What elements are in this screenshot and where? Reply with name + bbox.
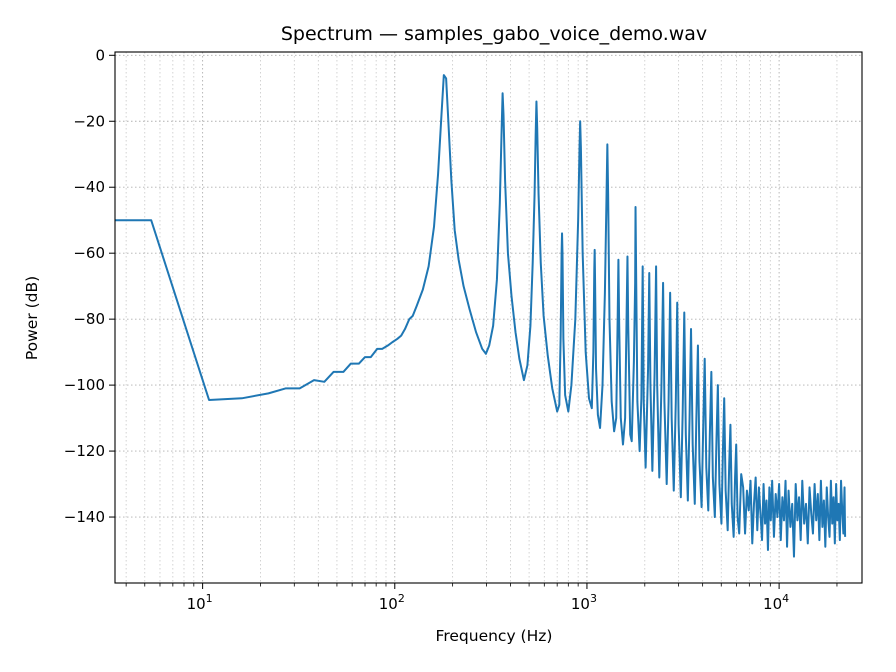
plot-frame [114, 51, 863, 584]
y-tick-label: −20 [73, 112, 105, 130]
major-grid [115, 52, 862, 583]
x-tick-label: 101 [187, 592, 213, 613]
y-tick-label: −140 [64, 508, 105, 526]
y-tick-label: −120 [64, 442, 105, 460]
y-tick-label: −100 [64, 376, 105, 394]
y-axis-ticks: 0 −20 −40 −60 −80 −100 −120 −140 [64, 46, 115, 526]
x-axis-label: Frequency (Hz) [436, 627, 553, 645]
y-axis-label: Power (dB) [23, 276, 41, 360]
x-tick-label: 102 [379, 592, 405, 613]
x-axis-ticks: 101 102 103 104 [125, 583, 838, 613]
y-tick-label: −60 [73, 244, 105, 262]
y-tick-label: 0 [95, 46, 105, 64]
spectrum-series-line [115, 74, 847, 558]
chart-title: Spectrum — samples_gabo_voice_demo.wav [281, 23, 707, 45]
y-tick-label: −80 [73, 310, 105, 328]
minor-grid [125, 52, 838, 583]
x-tick-label: 103 [571, 592, 597, 613]
x-tick-label: 104 [763, 592, 789, 613]
y-tick-label: −40 [73, 178, 105, 196]
